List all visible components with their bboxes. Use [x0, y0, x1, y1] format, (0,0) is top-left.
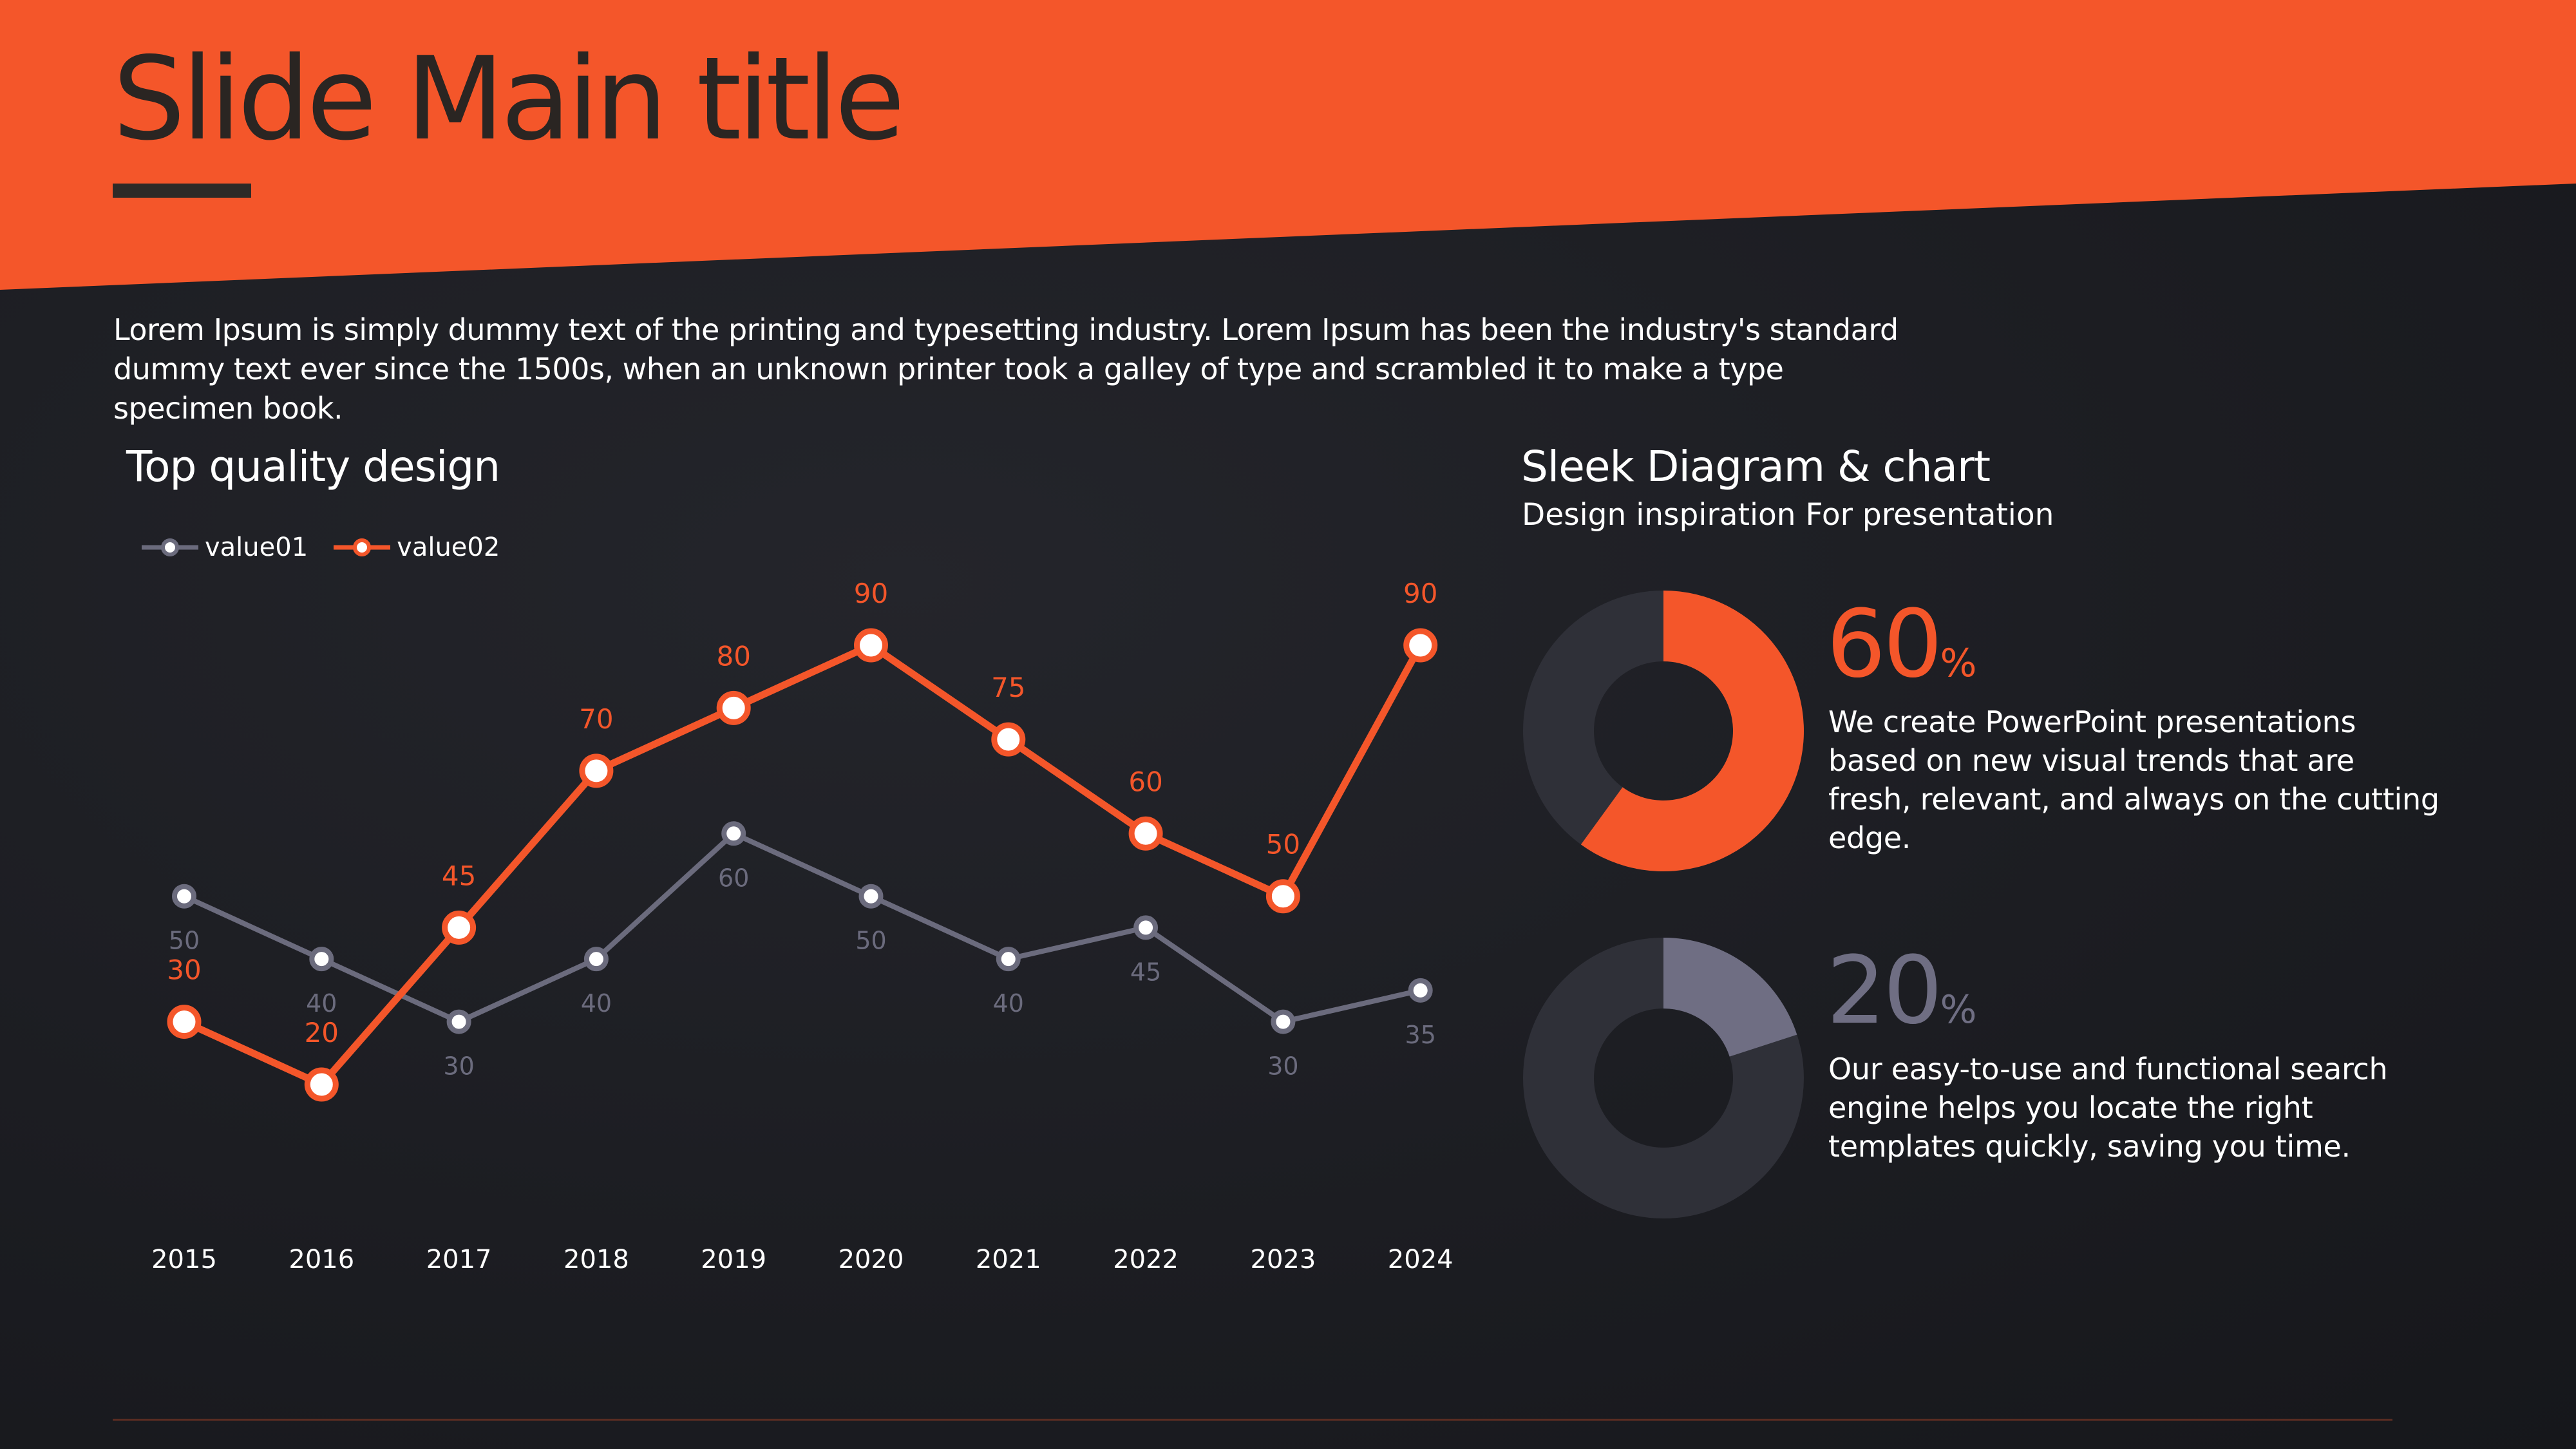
stat-unit-20: %: [1940, 987, 1977, 1032]
x-tick-2023: 2023: [1251, 1245, 1316, 1274]
point-value01-2020: [858, 884, 884, 909]
point-value02-2015: [167, 1005, 202, 1039]
stat-value-20: 20: [1826, 936, 1943, 1045]
point-value02-2023: [1265, 879, 1300, 914]
data-label-value01-2015: 50: [169, 927, 200, 955]
data-label-value01-2020: 50: [855, 927, 886, 955]
line-chart: 50 40 30 40 60 50 40 45 30 35 30 20 45 70 80 90 75 60 50 90…: [151, 578, 1454, 1274]
header-band: [0, 0, 2576, 290]
point-value02-2016: [304, 1067, 339, 1102]
point-value01-2017: [446, 1009, 471, 1034]
data-label-value02-2020: 90: [854, 578, 888, 609]
x-tick-2024: 2024: [1388, 1245, 1454, 1274]
stat-percent-60: 60%: [1826, 598, 1977, 691]
x-tick-2019: 2019: [701, 1245, 766, 1274]
data-label-value02-2016: 20: [305, 1017, 339, 1048]
data-label-value01-2019: 60: [718, 864, 749, 892]
footer-divider: [113, 1419, 2392, 1421]
stat-description-60: We create PowerPoint presentations based…: [1828, 705, 2439, 855]
stat-unit-60: %: [1940, 641, 1977, 686]
donut-chart-60: [1523, 591, 1804, 871]
x-tick-2020: 2020: [838, 1245, 904, 1274]
data-label-value02-2023: 50: [1266, 829, 1300, 860]
series-line-value02: [182, 641, 1424, 1088]
point-value02-2020: [854, 628, 888, 663]
point-value01-2023: [1271, 1009, 1296, 1034]
stat-percent-20: 20%: [1826, 944, 1977, 1037]
line-chart-title: Top quality design: [126, 442, 500, 491]
title-underline: [113, 184, 251, 198]
point-value02-2018: [579, 753, 614, 788]
donut-section-title: Sleek Diagram & chart: [1521, 442, 1991, 491]
point-value01-2024: [1408, 978, 1433, 1003]
donut-segment-60: [1580, 591, 1804, 871]
stat-description-20: Our easy-to-use and functional search en…: [1828, 1052, 2388, 1164]
data-label-value01-2022: 45: [1130, 958, 1161, 986]
point-value01-2015: [172, 884, 196, 909]
x-tick-2016: 2016: [289, 1245, 354, 1274]
legend-item-value01: value01: [140, 533, 308, 562]
slide-title: Slide Main title: [113, 32, 905, 166]
data-label-value01-2023: 30: [1267, 1052, 1298, 1081]
data-label-value02-2024: 90: [1403, 578, 1437, 609]
series-line-value01: [183, 831, 1421, 1025]
legend-marker-value01: [142, 538, 198, 556]
data-label-value01-2017: 30: [443, 1052, 474, 1081]
point-value01-2019: [721, 821, 746, 846]
x-tick-2021: 2021: [976, 1245, 1041, 1274]
point-value02-2024: [1403, 628, 1438, 663]
x-tick-2015: 2015: [151, 1245, 217, 1274]
donut-segment-20: [1663, 938, 1797, 1057]
point-value01-2022: [1133, 915, 1159, 940]
data-label-value02-2021: 75: [991, 672, 1025, 703]
point-value01-2016: [309, 947, 334, 972]
x-tick-2022: 2022: [1113, 1245, 1179, 1274]
data-label-value01-2018: 40: [581, 989, 612, 1018]
data-label-value02-2022: 60: [1128, 766, 1162, 797]
legend-label-value02: value02: [397, 533, 500, 562]
stat-value-60: 60: [1826, 590, 1943, 699]
donut-chart-20: [1523, 938, 1804, 1218]
data-label-value01-2021: 40: [993, 989, 1024, 1018]
donut-section-subtitle: Design inspiration For presentation: [1522, 497, 2054, 533]
data-label-value01-2016: 40: [306, 989, 337, 1018]
x-tick-2017: 2017: [426, 1245, 492, 1274]
data-label-value02-2017: 45: [442, 860, 476, 891]
point-value01-2021: [996, 947, 1021, 972]
point-value01-2018: [583, 947, 609, 972]
legend-item-value02: value02: [332, 533, 500, 562]
data-label-value02-2018: 70: [579, 703, 613, 735]
point-value02-2022: [1128, 816, 1163, 851]
point-value02-2019: [716, 690, 751, 725]
data-label-value01-2024: 35: [1405, 1021, 1436, 1049]
data-label-value02-2015: 30: [167, 954, 201, 986]
intro-paragraph: Lorem Ipsum is simply dummy text of the …: [113, 312, 1899, 426]
chart-legend: value01 value02: [140, 533, 524, 562]
x-tick-2018: 2018: [564, 1245, 629, 1274]
legend-marker-value02: [334, 538, 391, 556]
point-value02-2021: [991, 722, 1026, 757]
data-label-value02-2019: 80: [716, 640, 750, 672]
point-value02-2017: [442, 910, 477, 945]
legend-label-value01: value01: [205, 533, 308, 562]
